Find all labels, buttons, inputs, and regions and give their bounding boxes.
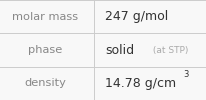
- Text: solid: solid: [105, 44, 134, 56]
- Text: molar mass: molar mass: [12, 12, 78, 22]
- Text: (at STP): (at STP): [150, 46, 189, 54]
- Text: 3: 3: [183, 70, 189, 79]
- Text: 247 g/mol: 247 g/mol: [105, 10, 168, 23]
- Text: density: density: [24, 78, 66, 88]
- Text: 14.78 g/cm: 14.78 g/cm: [105, 77, 176, 90]
- Text: phase: phase: [28, 45, 62, 55]
